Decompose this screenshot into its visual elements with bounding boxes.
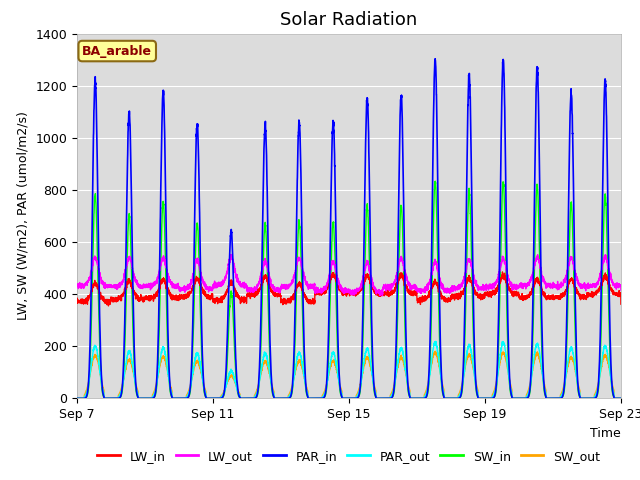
SW_out [428, 360, 436, 366]
LW_in [499, 269, 506, 275]
LW_out [378, 293, 386, 299]
SW_in [428, 290, 436, 296]
SW_out [125, 357, 133, 362]
PAR_out [125, 350, 133, 356]
PAR_out [431, 338, 439, 344]
Legend: LW_in, LW_out, PAR_in, PAR_out, SW_in, SW_out: LW_in, LW_out, PAR_in, PAR_out, SW_in, S… [92, 445, 605, 468]
SW_out [193, 360, 201, 365]
LW_out [73, 282, 81, 288]
SW_in [193, 221, 201, 227]
LW_out [165, 278, 173, 284]
LW_in [422, 294, 429, 300]
PAR_out [165, 377, 173, 383]
LW_in [165, 290, 173, 296]
PAR_out [486, 396, 493, 401]
SW_in [486, 396, 493, 401]
Line: LW_in: LW_in [77, 272, 640, 306]
Line: SW_out: SW_out [77, 351, 640, 398]
PAR_in [486, 396, 493, 401]
PAR_out [73, 396, 81, 401]
LW_out [193, 257, 201, 263]
PAR_out [428, 356, 436, 361]
SW_out [431, 348, 439, 354]
SW_in [125, 215, 133, 221]
Text: BA_arable: BA_arable [82, 45, 152, 58]
PAR_out [193, 350, 201, 356]
Line: LW_out: LW_out [77, 254, 640, 296]
LW_out [486, 285, 494, 291]
SW_in [73, 396, 81, 401]
Line: PAR_in: PAR_in [77, 59, 640, 398]
LW_in [486, 293, 493, 299]
LW_in [193, 276, 201, 281]
LW_out [227, 252, 235, 257]
LW_in [125, 276, 133, 282]
SW_out [165, 376, 173, 382]
Line: PAR_out: PAR_out [77, 341, 640, 398]
SW_out [73, 396, 81, 401]
SW_in [165, 374, 173, 380]
PAR_in [125, 110, 133, 116]
PAR_in [636, 56, 640, 61]
LW_in [73, 295, 81, 301]
LW_in [104, 303, 112, 309]
PAR_in [422, 395, 429, 400]
PAR_out [422, 392, 429, 397]
SW_out [422, 389, 429, 395]
PAR_in [193, 121, 201, 127]
SW_in [635, 178, 640, 184]
SW_out [486, 396, 493, 401]
Y-axis label: LW, SW (W/m2), PAR (umol/m2/s): LW, SW (W/m2), PAR (umol/m2/s) [17, 111, 29, 321]
LW_out [422, 288, 430, 293]
LW_in [428, 283, 436, 289]
Line: SW_in: SW_in [77, 181, 640, 398]
PAR_in [165, 362, 173, 368]
PAR_in [73, 396, 81, 401]
PAR_in [428, 234, 436, 240]
SW_in [422, 395, 429, 401]
LW_out [428, 269, 436, 275]
Title: Solar Radiation: Solar Radiation [280, 11, 417, 29]
LW_out [125, 255, 133, 261]
X-axis label: Time: Time [590, 427, 621, 440]
